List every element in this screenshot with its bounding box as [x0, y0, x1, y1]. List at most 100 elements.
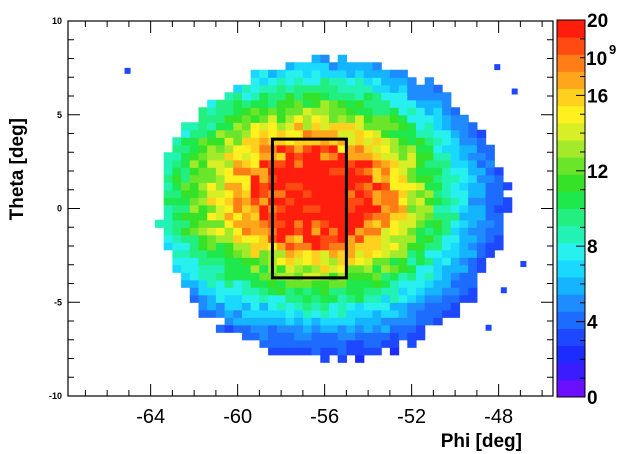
heatmap-cell — [189, 167, 200, 176]
heatmap-cell — [328, 257, 339, 266]
heatmap-cell — [233, 309, 243, 318]
heatmap-cell — [294, 174, 304, 183]
heatmap-cell — [198, 264, 208, 273]
heatmap-cell — [328, 212, 339, 221]
heatmap-cell — [433, 279, 443, 288]
heatmap-cell — [363, 167, 374, 176]
heatmap-cell — [468, 257, 478, 266]
heatmap-cell — [355, 227, 365, 236]
heatmap-cell — [372, 249, 382, 258]
heatmap-cell — [381, 152, 391, 161]
heatmap-cell — [468, 159, 478, 168]
heatmap-cell — [372, 84, 382, 93]
heatmap-cell — [363, 227, 374, 236]
heatmap-cell — [320, 294, 330, 303]
heatmap-cell — [459, 264, 469, 273]
heatmap-cell — [389, 234, 400, 243]
heatmap-cell — [407, 302, 417, 311]
heatmap-cell — [337, 69, 347, 78]
heatmap-cell — [285, 204, 295, 213]
heatmap-cell — [328, 144, 339, 153]
heatmap-cell — [250, 92, 260, 101]
heatmap-cell — [363, 152, 374, 161]
heatmap-cell — [172, 249, 182, 258]
heatmap-cell — [302, 77, 313, 86]
heatmap-cell — [198, 242, 208, 251]
heatmap-cell — [320, 339, 330, 348]
heatmap-cell — [181, 227, 191, 236]
heatmap-cell — [189, 287, 200, 296]
heatmap-cell — [346, 294, 356, 303]
heatmap-cell — [241, 152, 252, 161]
heatmap-cell — [485, 182, 495, 191]
heatmap-cell — [215, 144, 226, 153]
heatmap-cell — [320, 122, 330, 131]
heatmap-cell — [276, 107, 287, 116]
heatmap-cell — [355, 129, 365, 138]
heatmap-cell — [407, 189, 417, 198]
heatmap-cell — [346, 272, 356, 281]
heatmap-cell — [250, 249, 260, 258]
heatmap-cell — [250, 309, 260, 318]
heatmap-cell — [268, 114, 278, 123]
heatmap-cell — [389, 144, 400, 153]
heatmap-cell — [241, 144, 252, 153]
heatmap-cell — [459, 242, 469, 251]
heatmap-cell — [328, 249, 339, 258]
heatmap-cell — [337, 144, 347, 153]
heatmap-cell — [363, 159, 374, 168]
heatmap-cell — [450, 279, 461, 288]
heatmap-cell — [355, 264, 365, 273]
heatmap-cell — [381, 279, 391, 288]
heatmap-cell — [459, 137, 469, 146]
colorbar-segment — [557, 88, 585, 107]
colorbar-segment — [557, 379, 585, 398]
heatmap-cell — [424, 302, 434, 311]
heatmap-cell — [320, 152, 330, 161]
heatmap-cell — [215, 272, 226, 281]
heatmap-cell — [311, 159, 321, 168]
heatmap-cell — [355, 114, 365, 123]
heatmap-cell — [189, 257, 200, 266]
heatmap-cell — [450, 204, 461, 213]
heatmap-cell — [355, 84, 365, 93]
heatmap-cell — [424, 77, 434, 86]
heatmap-cell — [346, 264, 356, 273]
heatmap-cell — [346, 167, 356, 176]
heatmap-cell — [207, 309, 217, 318]
heatmap-cell — [485, 174, 495, 183]
heatmap-cell — [355, 317, 365, 326]
heatmap-cell — [459, 197, 469, 206]
heatmap-cell — [224, 272, 234, 281]
heatmap-cell — [285, 339, 295, 348]
heatmap-cell — [337, 54, 347, 63]
heatmap-cell — [389, 212, 400, 221]
heatmap-cell — [241, 84, 252, 93]
heatmap-cell — [415, 309, 426, 318]
heatmap-cell — [224, 317, 234, 326]
heatmap-cell — [407, 99, 417, 108]
heatmap-cell — [381, 264, 391, 273]
heatmap-cell — [468, 152, 478, 161]
heatmap-cell — [224, 137, 234, 146]
heatmap-cell — [398, 189, 408, 198]
heatmap-cell — [241, 204, 252, 213]
heatmap-cell — [198, 227, 208, 236]
heatmap-cell — [363, 69, 374, 78]
heatmap-cell — [276, 167, 287, 176]
heatmap-cell — [468, 212, 478, 221]
heatmap-cell — [250, 152, 260, 161]
heatmap-cell — [207, 234, 217, 243]
heatmap-cell — [372, 182, 382, 191]
heatmap-cell — [207, 279, 217, 288]
heatmap-cell — [224, 324, 234, 333]
heatmap-cell — [294, 294, 304, 303]
heatmap-cell — [233, 92, 243, 101]
heatmap-cell — [259, 159, 269, 168]
heatmap-cell — [389, 122, 400, 131]
heatmap-cell — [294, 129, 304, 138]
colorbar-tick-label: 4 — [587, 313, 598, 334]
heatmap-cell — [485, 167, 495, 176]
heatmap-cell — [424, 234, 434, 243]
heatmap-cell — [259, 219, 269, 228]
